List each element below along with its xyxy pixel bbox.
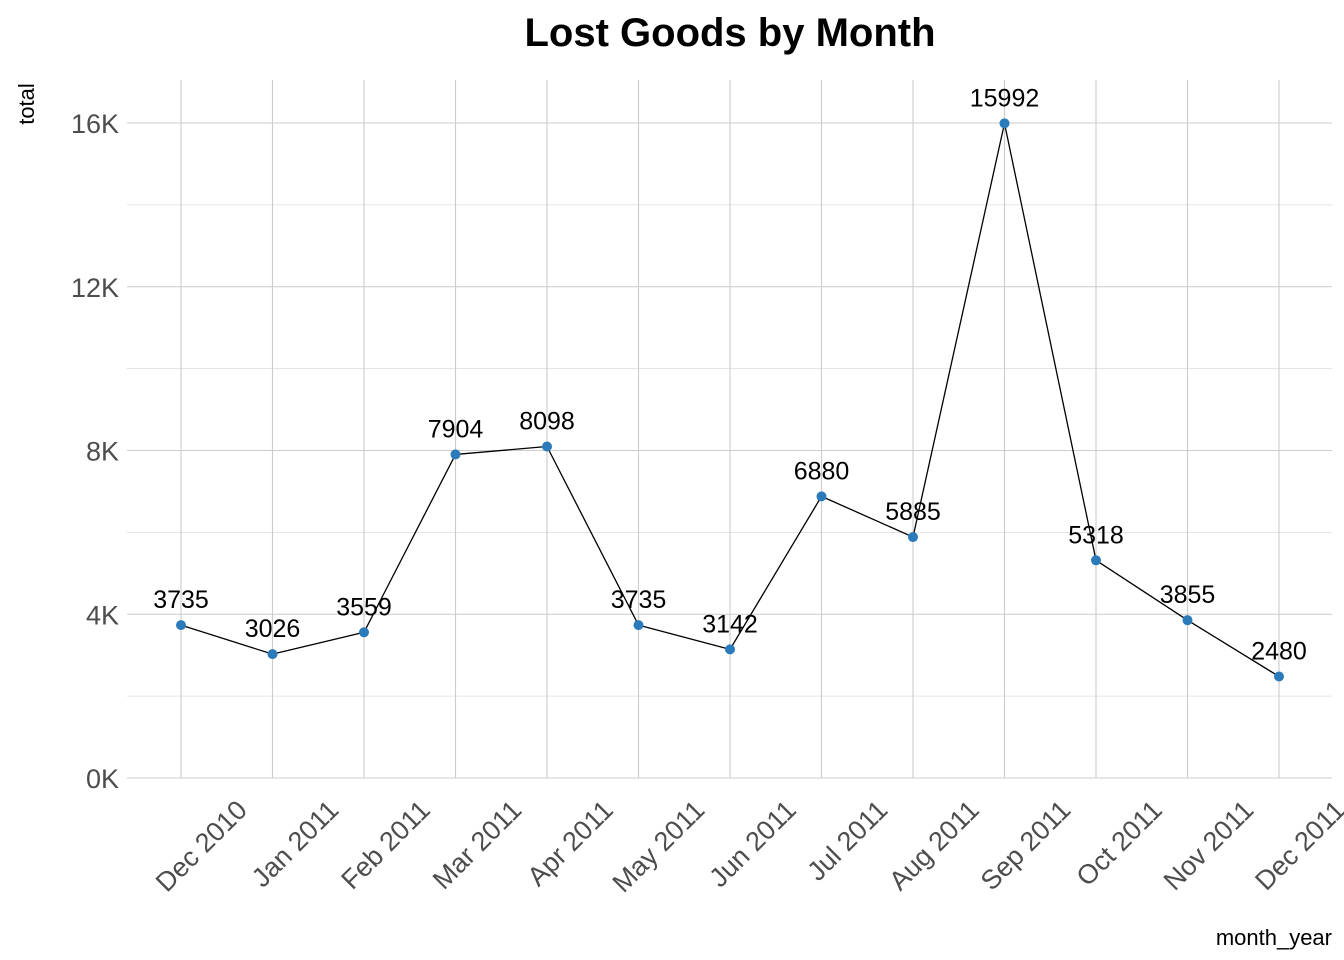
x-tick-label: Jan 2011 (246, 795, 344, 893)
data-label: 15992 (970, 84, 1040, 112)
data-point (176, 620, 186, 631)
data-point (1182, 615, 1193, 626)
x-tick-label: Aug 2011 (883, 795, 985, 897)
y-tick-label: 12K (71, 273, 119, 303)
data-label: 3026 (245, 615, 301, 643)
major-gridlines (127, 80, 1332, 779)
data-point (450, 449, 461, 460)
data-label: 3142 (702, 610, 758, 638)
y-tick-label: 0K (86, 764, 119, 794)
data-labels: 3735 3026 3559 7904 8098 3735 3142 6880 5885 1599… (153, 84, 1307, 665)
data-point (359, 627, 369, 638)
data-point (1274, 671, 1284, 682)
data-label: 3855 (1160, 581, 1216, 609)
data-point (725, 644, 735, 655)
x-tick-label: Nov 2011 (1158, 795, 1260, 897)
data-label: 3735 (611, 586, 667, 614)
data-label: 5318 (1068, 521, 1124, 549)
data-label: 2480 (1251, 637, 1307, 665)
x-tick-label: Apr 2011 (522, 795, 619, 892)
data-points (176, 118, 1284, 682)
x-tick-label: Dec 2011 (1249, 795, 1344, 897)
data-point (633, 620, 644, 631)
chart-title: Lost Goods by Month (524, 11, 935, 55)
x-tick-label: Jul 2011 (801, 795, 893, 887)
y-tick-label: 4K (86, 600, 119, 630)
data-point (999, 118, 1010, 129)
data-label: 6880 (794, 457, 850, 485)
data-label: 3559 (336, 593, 392, 621)
x-tick-label: Oct 2011 (1071, 795, 1168, 892)
x-tick-label: Sep 2011 (975, 795, 1077, 897)
data-point (267, 649, 278, 660)
data-label: 7904 (428, 415, 484, 443)
data-label: 8098 (519, 407, 575, 435)
data-point (1091, 555, 1101, 566)
x-axis-title: month_year (1216, 925, 1332, 950)
y-axis-title: total (14, 83, 39, 125)
x-tick-label: Jun 2011 (703, 795, 801, 893)
data-point (542, 441, 552, 452)
x-tick-label: May 2011 (607, 795, 711, 899)
y-axis-tick-labels: 0K 4K 8K 12K 16K (71, 109, 119, 794)
data-point (908, 532, 918, 543)
x-tick-label: Feb 2011 (335, 795, 435, 895)
data-point (816, 491, 827, 502)
x-tick-label: Dec 2010 (150, 795, 253, 898)
y-tick-label: 16K (71, 109, 119, 139)
data-label: 5885 (885, 498, 941, 526)
y-tick-label: 8K (86, 437, 119, 467)
x-tick-label: Mar 2011 (427, 795, 527, 895)
data-label: 3735 (153, 586, 209, 614)
